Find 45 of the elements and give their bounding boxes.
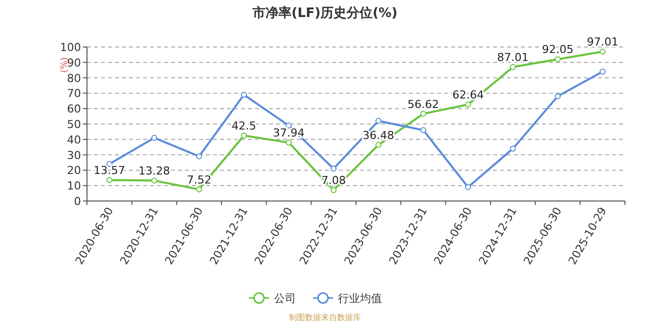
point: [151, 178, 158, 184]
point: [510, 146, 516, 152]
point: [286, 140, 292, 146]
y-tick-label: 30: [67, 148, 81, 162]
y-tick-label: 50: [67, 118, 81, 131]
point: [600, 48, 606, 55]
legend-label: 行业均值: [338, 292, 382, 305]
data-label: 56.62: [408, 98, 439, 111]
data-label: 87.01: [497, 51, 529, 64]
data-label: 13.28: [138, 164, 170, 178]
point: [510, 64, 516, 70]
text: 制图数据来自数据库: [289, 313, 361, 322]
data-label: 97.01: [586, 36, 618, 49]
y-tick-label: 10: [67, 180, 81, 193]
point: [600, 68, 606, 75]
data-label: 42.5: [232, 120, 256, 133]
point: [375, 118, 382, 124]
point: [554, 93, 561, 100]
data-label: 92.05: [542, 43, 574, 56]
y-tick-label: 0: [74, 195, 81, 208]
y-tick-label: 80: [67, 72, 81, 85]
point: [196, 153, 202, 160]
data-label: 13.57: [94, 164, 126, 178]
point: [465, 102, 472, 108]
y-tick-label: 90: [67, 56, 81, 70]
point: [240, 132, 247, 139]
point: [420, 110, 426, 117]
point: [330, 187, 337, 194]
point: [196, 186, 202, 192]
y-axis-title: (%): [60, 57, 70, 73]
y-tick-label: 70: [67, 87, 81, 100]
y-tick-label: 40: [67, 133, 81, 146]
y-tick-label: 60: [67, 102, 81, 116]
point: [554, 56, 561, 62]
point: [240, 92, 247, 98]
legend-label: 公司: [274, 292, 296, 305]
point: [106, 177, 112, 184]
point: [420, 127, 426, 134]
y-tick-label: 100: [60, 41, 81, 54]
chart-title: 市净率(LF)历史分位(%): [252, 5, 398, 21]
y-tick-label: 20: [67, 164, 81, 178]
point: [151, 134, 158, 141]
point: [330, 166, 337, 172]
point: [375, 142, 382, 148]
point: [465, 184, 472, 190]
